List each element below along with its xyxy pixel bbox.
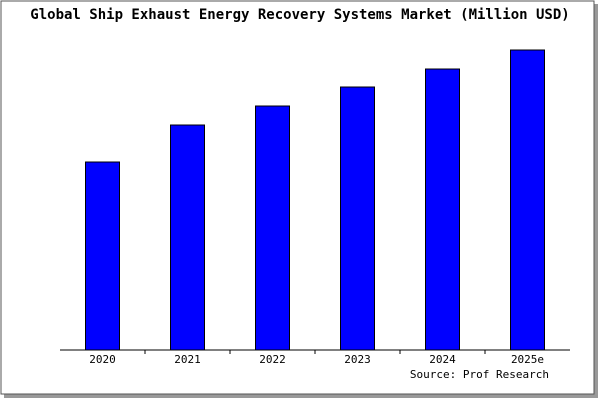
bar: [510, 49, 545, 351]
x-tick-label: 2025e: [511, 353, 544, 366]
x-tick-label: 2021: [174, 353, 201, 366]
bar: [425, 68, 460, 351]
bar: [255, 105, 290, 351]
x-tick-label: 2024: [429, 353, 456, 366]
source-note: Source: Prof Research: [410, 368, 549, 381]
x-tick-label: 2023: [344, 353, 371, 366]
x-tick-label: 2022: [259, 353, 286, 366]
bar: [340, 86, 375, 351]
chart-title: Global Ship Exhaust Energy Recovery Syst…: [30, 7, 569, 23]
bar: [170, 124, 205, 351]
bar: [85, 161, 120, 351]
x-tick-label: 2020: [89, 353, 116, 366]
